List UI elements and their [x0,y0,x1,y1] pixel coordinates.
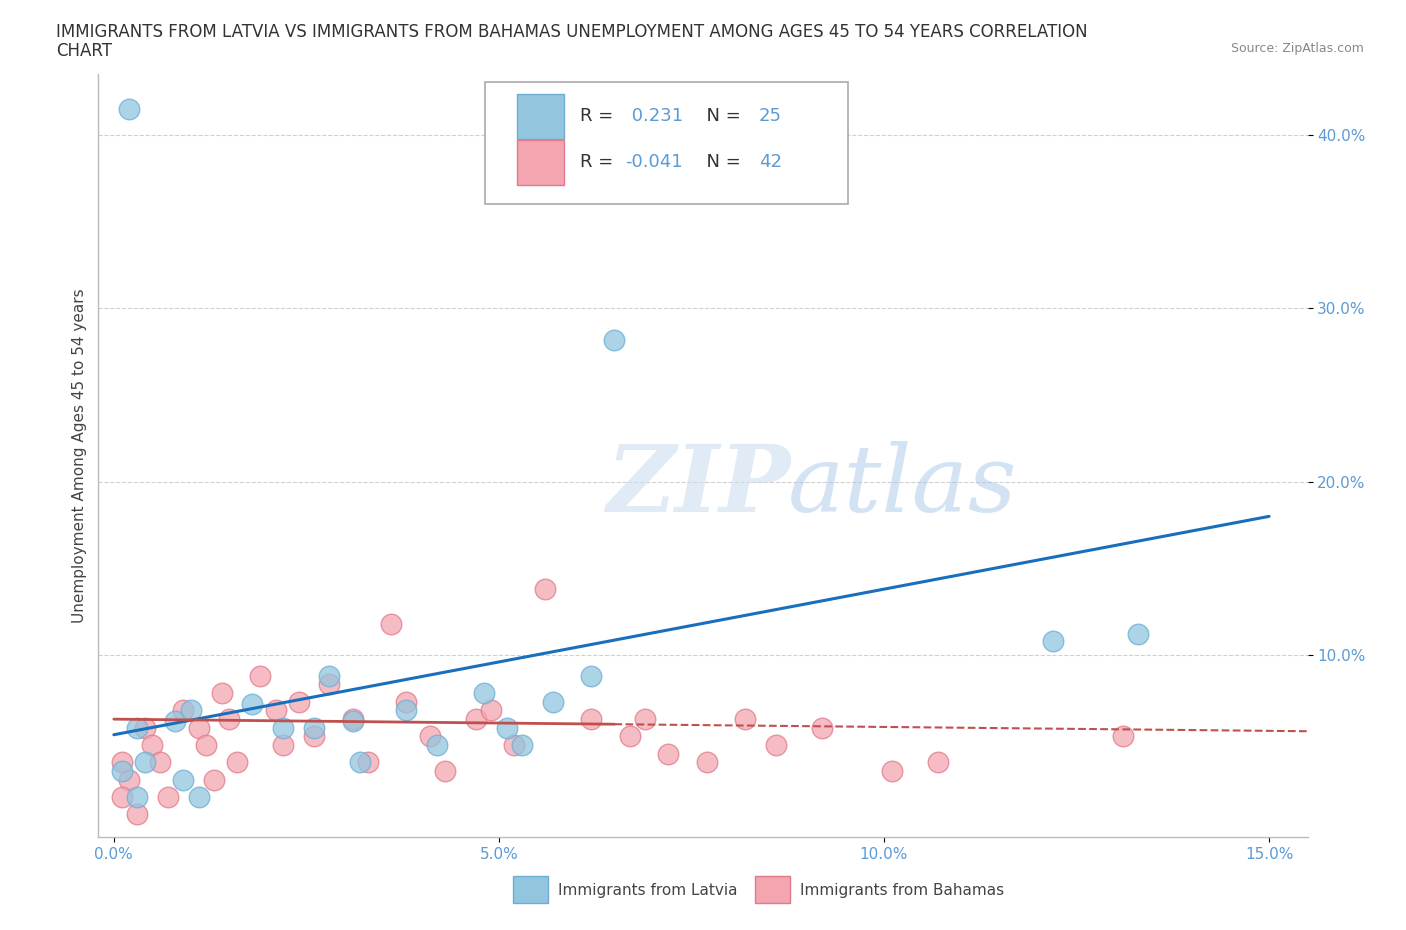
Point [534,582,557,597]
Text: ZIP: ZIP [606,441,790,531]
Point [603,332,626,347]
Point [118,101,141,116]
Point [165,713,187,728]
FancyBboxPatch shape [755,876,790,903]
Point [271,737,294,752]
Point [811,721,834,736]
Text: atlas: atlas [787,441,1017,531]
Point [180,703,202,718]
Point [349,755,371,770]
Point [734,711,756,726]
Text: N =: N = [695,107,747,126]
Point [495,721,517,736]
Point [318,677,340,692]
Point [187,721,209,736]
Point [242,696,264,711]
Point [211,685,233,700]
Point [541,695,564,710]
Point [302,721,325,736]
Text: Immigrants from Latvia: Immigrants from Latvia [558,883,737,897]
Point [472,685,495,700]
Point [202,772,225,787]
Point [302,729,325,744]
Text: 0.231: 0.231 [626,107,683,126]
Text: 25: 25 [759,107,782,126]
FancyBboxPatch shape [513,876,548,903]
Point [172,772,194,787]
Text: -0.041: -0.041 [626,153,683,171]
Point [264,703,287,718]
Point [110,764,132,778]
Point [503,737,526,752]
Point [110,755,132,770]
Point [464,711,486,726]
FancyBboxPatch shape [517,140,564,184]
Point [172,703,194,718]
Point [927,755,949,770]
Point [342,711,364,726]
Point [125,807,148,822]
Point [249,669,271,684]
Point [357,755,380,770]
Point [125,790,148,804]
Point [426,737,449,752]
Text: R =: R = [579,153,619,171]
Point [125,721,148,736]
Point [619,729,641,744]
Point [342,713,364,728]
Point [479,703,502,718]
Point [271,721,294,736]
Text: R =: R = [579,107,619,126]
Point [657,747,679,762]
Point [696,755,718,770]
Text: IMMIGRANTS FROM LATVIA VS IMMIGRANTS FROM BAHAMAS UNEMPLOYMENT AMONG AGES 45 TO : IMMIGRANTS FROM LATVIA VS IMMIGRANTS FRO… [56,23,1088,41]
Point [287,695,309,710]
Y-axis label: Unemployment Among Ages 45 to 54 years: Unemployment Among Ages 45 to 54 years [72,288,87,623]
Text: 42: 42 [759,153,782,171]
FancyBboxPatch shape [517,94,564,139]
Point [634,711,657,726]
Point [149,755,172,770]
Text: Immigrants from Bahamas: Immigrants from Bahamas [800,883,1004,897]
Point [581,711,603,726]
Point [318,669,340,684]
Point [419,729,441,744]
Point [1042,633,1064,648]
Point [1126,627,1149,642]
Point [433,764,456,778]
Point [118,772,141,787]
FancyBboxPatch shape [485,82,848,204]
Point [134,721,156,736]
Point [510,737,533,752]
Text: CHART: CHART [56,42,112,60]
Point [1112,729,1135,744]
Point [134,755,156,770]
Point [880,764,903,778]
Text: N =: N = [695,153,747,171]
Point [395,703,418,718]
Point [226,755,249,770]
Point [156,790,179,804]
Point [195,737,218,752]
Point [581,669,603,684]
Point [395,695,418,710]
Point [380,617,402,631]
Point [218,711,240,726]
Point [110,790,132,804]
Point [765,737,787,752]
Point [187,790,209,804]
Text: Source: ZipAtlas.com: Source: ZipAtlas.com [1230,42,1364,55]
Point [141,737,163,752]
